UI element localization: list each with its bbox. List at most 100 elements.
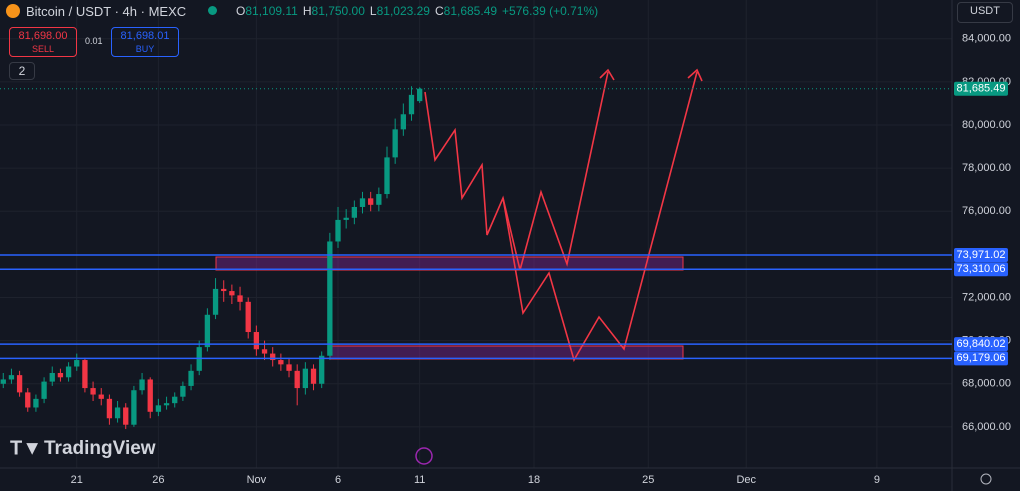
candle — [65, 362, 72, 382]
symbol[interactable]: Bitcoin / USDT · 4h · MEXC — [26, 4, 187, 19]
sell-label: SELL — [31, 44, 55, 54]
candle-body — [188, 370, 194, 386]
candle — [229, 284, 235, 304]
arrow-head — [687, 68, 703, 82]
candle — [74, 353, 80, 371]
sell-button[interactable]: 81,698.00 SELL — [9, 27, 77, 57]
y-tick-label: 76,000.00 — [962, 205, 1011, 217]
candle — [106, 394, 113, 425]
candle-body — [221, 288, 227, 292]
spread: 0.01 — [85, 36, 103, 46]
indicators-toggle[interactable]: 2 — [9, 62, 35, 80]
sell-price: 81,698.00 — [18, 30, 68, 42]
candle-body — [147, 379, 153, 412]
currency-button[interactable]: USDT — [957, 2, 1013, 23]
candle-body — [319, 355, 325, 384]
candle — [98, 388, 104, 406]
candle-body — [172, 396, 178, 404]
change: +576.39 (+0.71%) — [502, 4, 599, 18]
candle-body — [98, 394, 104, 399]
y-tick-label: 68,000.00 — [962, 378, 1011, 390]
x-tick-label: 6 — [335, 474, 341, 486]
candle — [155, 398, 162, 417]
y-tick-label: 80,000.00 — [962, 119, 1011, 131]
candle — [188, 364, 194, 391]
candle — [180, 381, 186, 402]
candle-body — [49, 372, 55, 382]
candle-body — [294, 370, 300, 389]
price-tag — [954, 337, 1008, 352]
candle — [294, 364, 300, 406]
candle-body — [41, 381, 47, 399]
candle — [327, 232, 333, 361]
projection-path — [502, 71, 698, 363]
buy-label: BUY — [135, 44, 155, 54]
watermark: TradingView — [44, 438, 156, 459]
buy-price: 81,698.01 — [120, 30, 170, 42]
ohlc-key: H — [302, 4, 312, 18]
y-tick-label: 72,000.00 — [962, 291, 1011, 303]
candle — [139, 372, 145, 395]
candle — [400, 103, 406, 136]
candle-body — [0, 379, 6, 384]
candle-body — [310, 368, 317, 384]
candle — [310, 364, 317, 391]
settings-icon[interactable] — [980, 473, 992, 485]
candle — [270, 347, 276, 367]
ohlc-value: 81,023.29 — [376, 4, 430, 18]
y-tick-label: 84,000.00 — [962, 33, 1011, 45]
candle-body — [74, 360, 80, 367]
candle — [368, 191, 374, 212]
candle-body — [123, 407, 129, 425]
price-tag — [954, 248, 1008, 263]
x-tick-label: Dec — [736, 474, 756, 486]
candle — [302, 362, 309, 395]
candle-body — [359, 198, 366, 207]
ohlc-value: 81,685.49 — [443, 4, 498, 18]
ohlc-key: L — [369, 4, 377, 18]
candle — [8, 368, 15, 384]
candle — [212, 278, 219, 320]
ohlc-key: C — [434, 4, 444, 18]
ohlc-key: O — [236, 4, 246, 18]
ohlc-value: 81,109.11 — [245, 4, 298, 18]
candle-body — [408, 94, 415, 115]
candle-body — [155, 405, 162, 412]
y-tick-label: 66,000.00 — [962, 421, 1011, 433]
candle-body — [16, 375, 23, 393]
candle-body — [212, 288, 219, 315]
candle-body — [33, 398, 39, 408]
candle — [0, 372, 6, 389]
candle-body — [302, 368, 309, 389]
candle-body — [90, 388, 96, 395]
candle — [33, 394, 39, 412]
candle-body — [286, 364, 292, 371]
candle-body — [253, 332, 260, 350]
candle-body — [139, 379, 145, 391]
candle-body — [335, 219, 341, 242]
candle-body — [82, 360, 88, 389]
x-tick-label: 25 — [642, 474, 654, 486]
candle — [245, 297, 251, 339]
candle-body — [261, 349, 268, 354]
candle — [392, 118, 398, 164]
price-tag-label: 69,179.06 — [957, 352, 1006, 364]
candle-body — [65, 366, 72, 378]
event-icon[interactable] — [415, 447, 433, 465]
price-tag — [954, 81, 1008, 96]
y-tick-label: 78,000.00 — [962, 162, 1011, 174]
candle — [114, 401, 121, 423]
candle-body — [131, 390, 137, 425]
status-dot — [208, 6, 217, 15]
candle — [123, 403, 129, 430]
price-tag — [954, 351, 1008, 366]
buy-button[interactable]: 81,698.01 BUY — [111, 27, 179, 57]
candle — [376, 187, 382, 212]
candle-body — [400, 114, 406, 130]
x-tick-label: Nov — [247, 474, 267, 486]
candle — [351, 200, 357, 225]
candle-body — [25, 392, 31, 408]
candle — [335, 206, 341, 248]
